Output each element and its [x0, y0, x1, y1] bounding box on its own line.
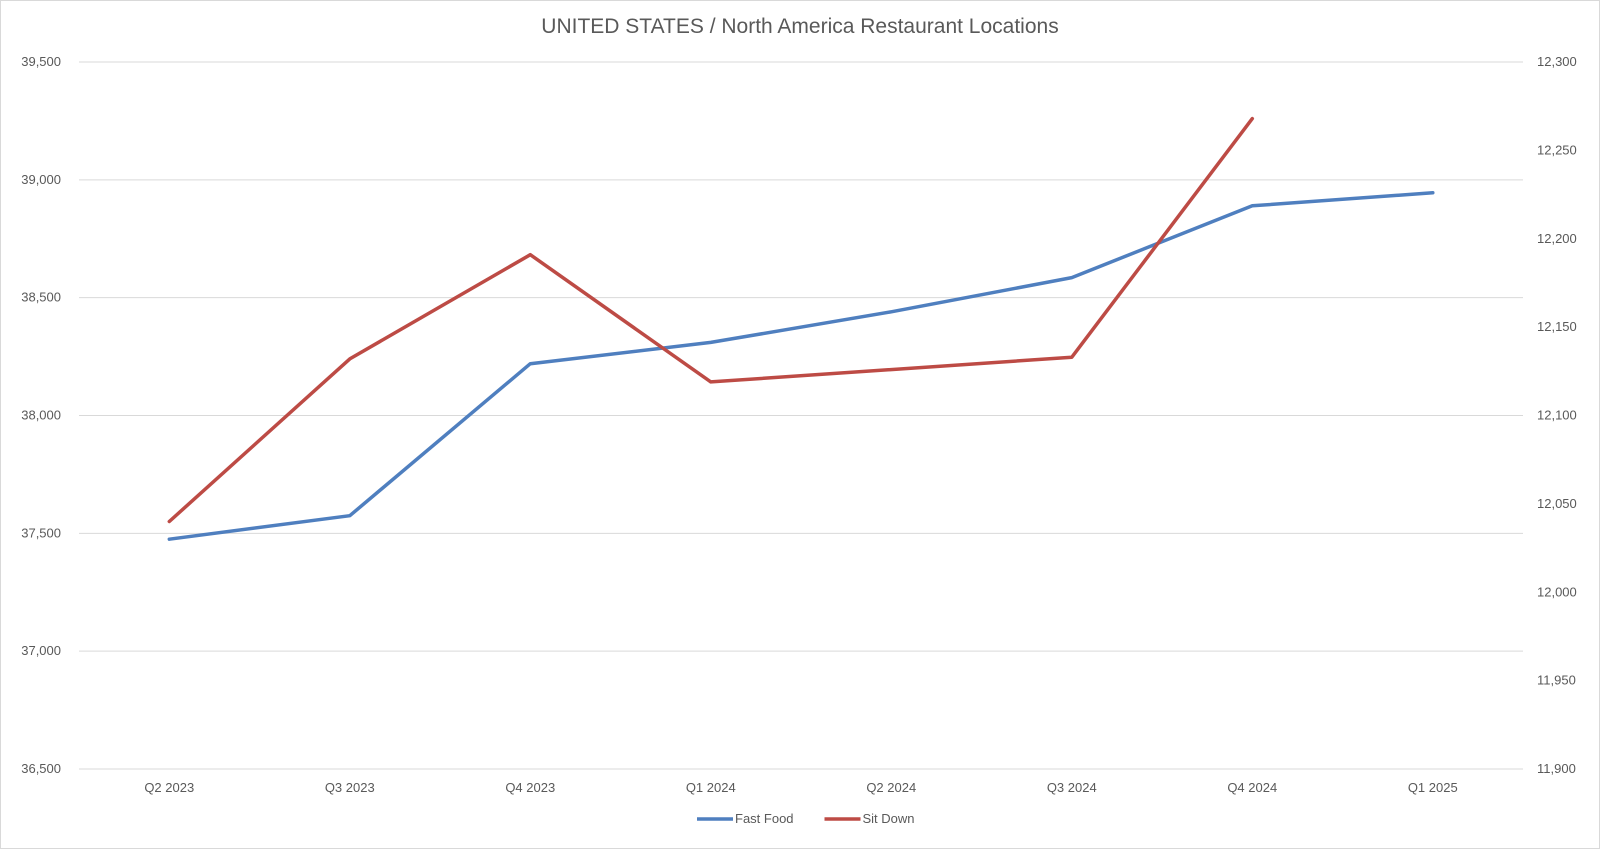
sit-down-series-line — [167, 116, 1255, 524]
sit-down-legend-label: Sit Down — [863, 811, 915, 826]
fast-food-series-line — [167, 191, 1435, 541]
right-y-tick-label: 12,050 — [1537, 496, 1577, 511]
x-tick-label: Q2 2023 — [144, 780, 194, 795]
x-tick-label: Q2 2024 — [866, 780, 916, 795]
left-y-tick-label: 38,500 — [21, 290, 61, 305]
right-y-tick-label: 12,100 — [1537, 408, 1577, 423]
left-y-tick-label: 39,500 — [21, 54, 61, 69]
left-y-tick-label: 36,500 — [21, 761, 61, 776]
legend: Fast Food Sit Down — [697, 811, 915, 826]
x-tick-label: Q3 2024 — [1047, 780, 1097, 795]
series-lines — [167, 116, 1435, 541]
x-tick-label: Q4 2024 — [1227, 780, 1277, 795]
left-y-tick-label: 38,000 — [21, 408, 61, 423]
right-y-tick-label: 11,950 — [1537, 673, 1576, 688]
right-y-tick-label: 11,900 — [1537, 761, 1576, 776]
x-tick-label: Q3 2023 — [325, 780, 375, 795]
right-y-tick-label: 12,300 — [1537, 54, 1577, 69]
chart-title: UNITED STATES / North America Restaurant… — [541, 15, 1058, 38]
right-y-tick-label: 12,200 — [1537, 231, 1577, 246]
x-tick-label: Q1 2024 — [686, 780, 736, 795]
right-y-tick-label: 12,150 — [1537, 319, 1577, 334]
left-y-tick-label: 37,000 — [21, 643, 61, 658]
right-y-tick-label: 12,000 — [1537, 584, 1577, 599]
x-tick-label: Q4 2023 — [505, 780, 555, 795]
x-tick-label: Q1 2025 — [1408, 780, 1458, 795]
right-y-tick-label: 12,250 — [1537, 142, 1577, 157]
left-y-axis: 36,500 37,000 37,500 38,000 38,500 39,000 39,5… — [21, 54, 61, 776]
x-axis: Q2 2023 Q3 2023 Q4 2023 Q1 2024 Q2 2024 Q3 20… — [144, 780, 1457, 795]
left-y-tick-label: 39,000 — [21, 172, 61, 187]
fast-food-legend-label: Fast Food — [735, 811, 794, 826]
gridlines — [79, 61, 1523, 770]
right-y-axis: 11,900 11,950 12,000 12,050 12,100 12,150 12,2… — [1537, 54, 1577, 776]
left-y-tick-label: 37,500 — [21, 525, 61, 540]
